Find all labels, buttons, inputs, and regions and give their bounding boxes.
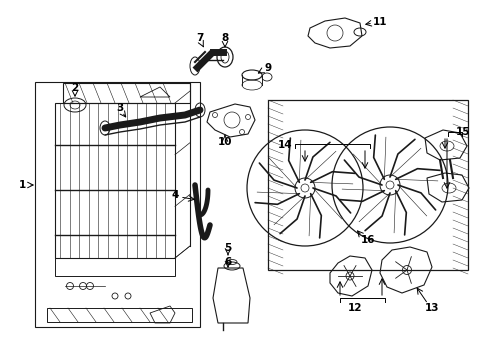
Bar xyxy=(55,258,175,276)
Text: 15: 15 xyxy=(456,127,470,137)
Bar xyxy=(55,103,175,258)
Bar xyxy=(268,100,468,270)
Text: 3: 3 xyxy=(117,103,123,113)
Text: 9: 9 xyxy=(265,63,271,73)
Text: 10: 10 xyxy=(218,137,232,147)
Text: 11: 11 xyxy=(373,17,387,27)
Text: 8: 8 xyxy=(221,33,229,43)
Text: 14: 14 xyxy=(278,140,293,150)
Text: 5: 5 xyxy=(224,243,232,253)
Text: 1: 1 xyxy=(19,180,25,190)
Text: 4: 4 xyxy=(172,190,179,200)
Text: 6: 6 xyxy=(224,257,232,267)
Text: 2: 2 xyxy=(72,83,78,93)
Text: 12: 12 xyxy=(348,303,362,313)
Bar xyxy=(47,308,192,322)
Text: 13: 13 xyxy=(425,303,439,313)
Text: 16: 16 xyxy=(361,235,375,245)
Text: 7: 7 xyxy=(196,33,204,43)
